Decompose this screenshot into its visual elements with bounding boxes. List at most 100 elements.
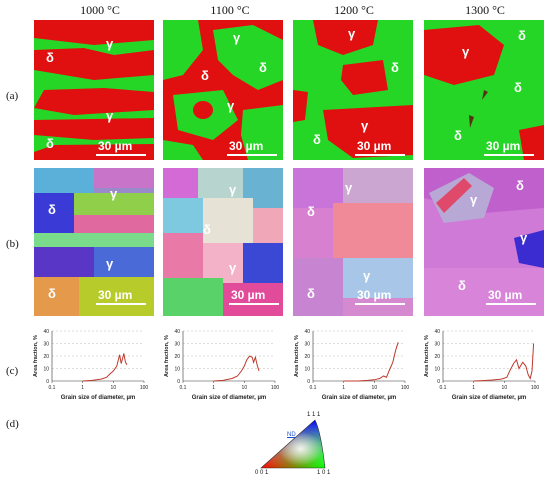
ipf-map-1300: δ γ γ δ 30 µm [424,168,544,316]
y-tick-label: 20 [174,354,180,360]
y-tick-label: 30 [304,342,310,348]
gamma-label: γ [520,230,528,245]
delta-label: δ [48,202,56,217]
delta-label: δ [201,68,209,83]
temperature-header-1200: 1200 °C [334,3,374,17]
y-tick-label: 30 [174,342,180,348]
x-tick-label: 0.1 [49,385,56,391]
temperature-header-1000: 1000 °C [80,3,120,17]
scale-bar [96,154,146,156]
delta-label: δ [46,50,54,65]
gamma-label: γ [106,36,114,51]
ipf-corner-label-left: 0 0 1 [255,470,269,476]
scale-bar-label: 30 µm [98,139,133,153]
ipf-corner-label-top: 1 1 1 [307,412,321,418]
scale-bar [355,154,405,156]
x-axis-label: Grain size of diameter, µm [452,395,526,401]
distribution-curve [82,353,128,382]
scale-bar-label: 30 µm [231,288,266,302]
gamma-label: γ [363,268,371,283]
ipf-map-1000: δ γ γ δ 30 µm [34,168,154,316]
delta-label: δ [514,80,522,95]
y-tick-label: 20 [434,354,440,360]
y-tick-label: 10 [434,367,440,373]
y-axis-label: Area fraction, % [33,335,39,377]
y-axis-label: Area fraction, % [164,335,170,377]
distribution-curve [213,355,260,382]
y-tick-label: 40 [174,329,180,335]
scale-bar-label: 30 µm [357,288,392,302]
delta-label: δ [518,28,526,43]
y-tick-label: 20 [304,354,310,360]
x-tick-label: 1 [342,385,345,391]
x-tick-label: 10 [372,385,378,391]
ipf-map-1100: γ δ γ 30 µm [163,168,283,316]
gamma-label: γ [106,256,114,271]
scale-bar-label: 30 µm [357,139,392,153]
gamma-label: γ [361,118,369,133]
delta-label: δ [458,278,466,293]
delta-label: δ [307,286,315,301]
x-axis-label: Grain size of diameter, µm [322,395,396,401]
delta-label: δ [391,60,399,75]
x-tick-label: 100 [140,385,149,391]
x-axis-label: Grain size of diameter, µm [61,395,135,401]
distribution-curve [343,342,399,382]
ipf-color-legend: 1 1 1 0 0 1 1 0 1 ND [255,412,335,480]
y-tick-label: 0 [177,379,180,385]
x-tick-label: 10 [242,385,248,391]
gamma-label: γ [106,108,114,123]
x-tick-label: 0.1 [440,385,447,391]
delta-label: δ [313,132,321,147]
y-tick-label: 30 [43,342,49,348]
x-tick-label: 10 [111,385,117,391]
gamma-label: γ [348,26,356,41]
row-label-b: (b) [6,238,19,250]
scale-bar [355,303,405,305]
scale-bar [486,303,536,305]
delta-label: δ [46,136,54,151]
gamma-label: γ [229,260,237,275]
grain-size-chart-1000: 0 10 20 30 40 0.1 1 10 100 Grain size of diameter… [30,325,156,403]
ipf-corner-label-right: 1 0 1 [317,470,331,476]
scale-bar [229,303,279,305]
y-tick-label: 10 [43,367,49,373]
y-axis-label: Area fraction, % [424,335,430,377]
phase-map-1000: γ δ γ δ 30 µm [34,20,154,160]
gamma-label: γ [229,182,237,197]
scale-bar-label: 30 µm [98,288,133,302]
scale-bar-label: 30 µm [488,288,523,302]
delta-label: δ [203,222,211,237]
delta-label: δ [454,128,462,143]
temperature-header-1300: 1300 °C [465,3,505,17]
x-axis-label: Grain size of diameter, µm [192,395,266,401]
y-tick-label: 10 [174,367,180,373]
x-tick-label: 100 [401,385,410,391]
row-label-d: (d) [6,418,19,430]
scale-bar [227,154,277,156]
x-tick-label: 1 [212,385,215,391]
distribution-curve [473,343,535,382]
y-tick-label: 20 [43,354,49,360]
y-tick-label: 0 [46,379,49,385]
gamma-label: γ [227,98,235,113]
y-tick-label: 0 [307,379,310,385]
row-label-c: (c) [6,365,19,377]
grain-size-chart-1200: 0 10 20 30 40 0.1 1 10 100 Grain size of diameter… [291,325,417,403]
delta-label: δ [516,178,524,193]
y-tick-label: 40 [43,329,49,335]
delta-label: δ [48,286,56,301]
x-tick-label: 1 [81,385,84,391]
grain-size-chart-1100: 0 10 20 30 40 0.1 1 10 100 Grain size of diameter… [161,325,287,403]
gamma-label: γ [345,180,353,195]
y-tick-label: 0 [437,379,440,385]
x-tick-label: 0.1 [310,385,317,391]
phase-map-1300: γ δ δ δ 30 µm [424,20,544,160]
phase-map-1200: γ δ γ δ 30 µm [293,20,413,160]
scale-bar-label: 30 µm [229,139,264,153]
gamma-label: γ [110,186,118,201]
temperature-header-1100: 1100 °C [210,3,250,17]
gamma-label: γ [470,192,478,207]
delta-label: δ [307,204,315,219]
scale-bar [96,303,146,305]
